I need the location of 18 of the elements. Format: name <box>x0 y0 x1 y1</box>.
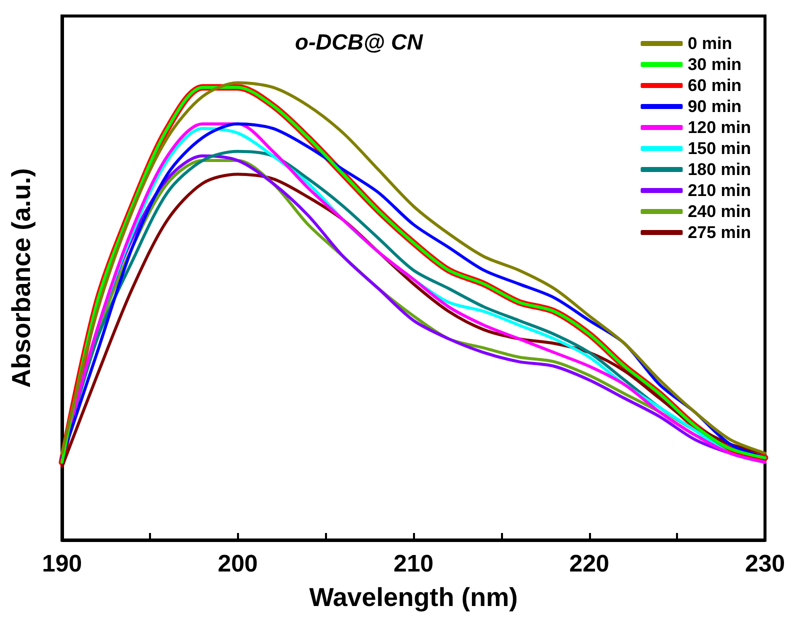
legend-label: 240 min <box>688 202 751 221</box>
x-tick-label: 190 <box>42 550 82 578</box>
legend-label: 90 min <box>688 97 742 116</box>
legend-label: 180 min <box>688 160 751 179</box>
legend-label: 150 min <box>688 139 751 158</box>
legend-label: 60 min <box>688 76 742 95</box>
x-tick-label: 210 <box>393 550 434 578</box>
chart-title: o-DCB@ CN <box>295 30 424 54</box>
legend-label: 210 min <box>688 181 751 200</box>
legend-label: 30 min <box>688 55 742 74</box>
x-axis-title: Wavelength (nm) <box>309 582 518 612</box>
x-tick-label: 220 <box>569 550 610 578</box>
x-tick-label: 200 <box>218 550 258 578</box>
legend-label: 275 min <box>688 223 751 242</box>
x-tick-label: 230 <box>744 550 786 578</box>
y-axis-title: Absorbance (a.u.) <box>6 168 36 388</box>
legend-label: 0 min <box>688 34 732 53</box>
legend-label: 120 min <box>688 118 751 137</box>
